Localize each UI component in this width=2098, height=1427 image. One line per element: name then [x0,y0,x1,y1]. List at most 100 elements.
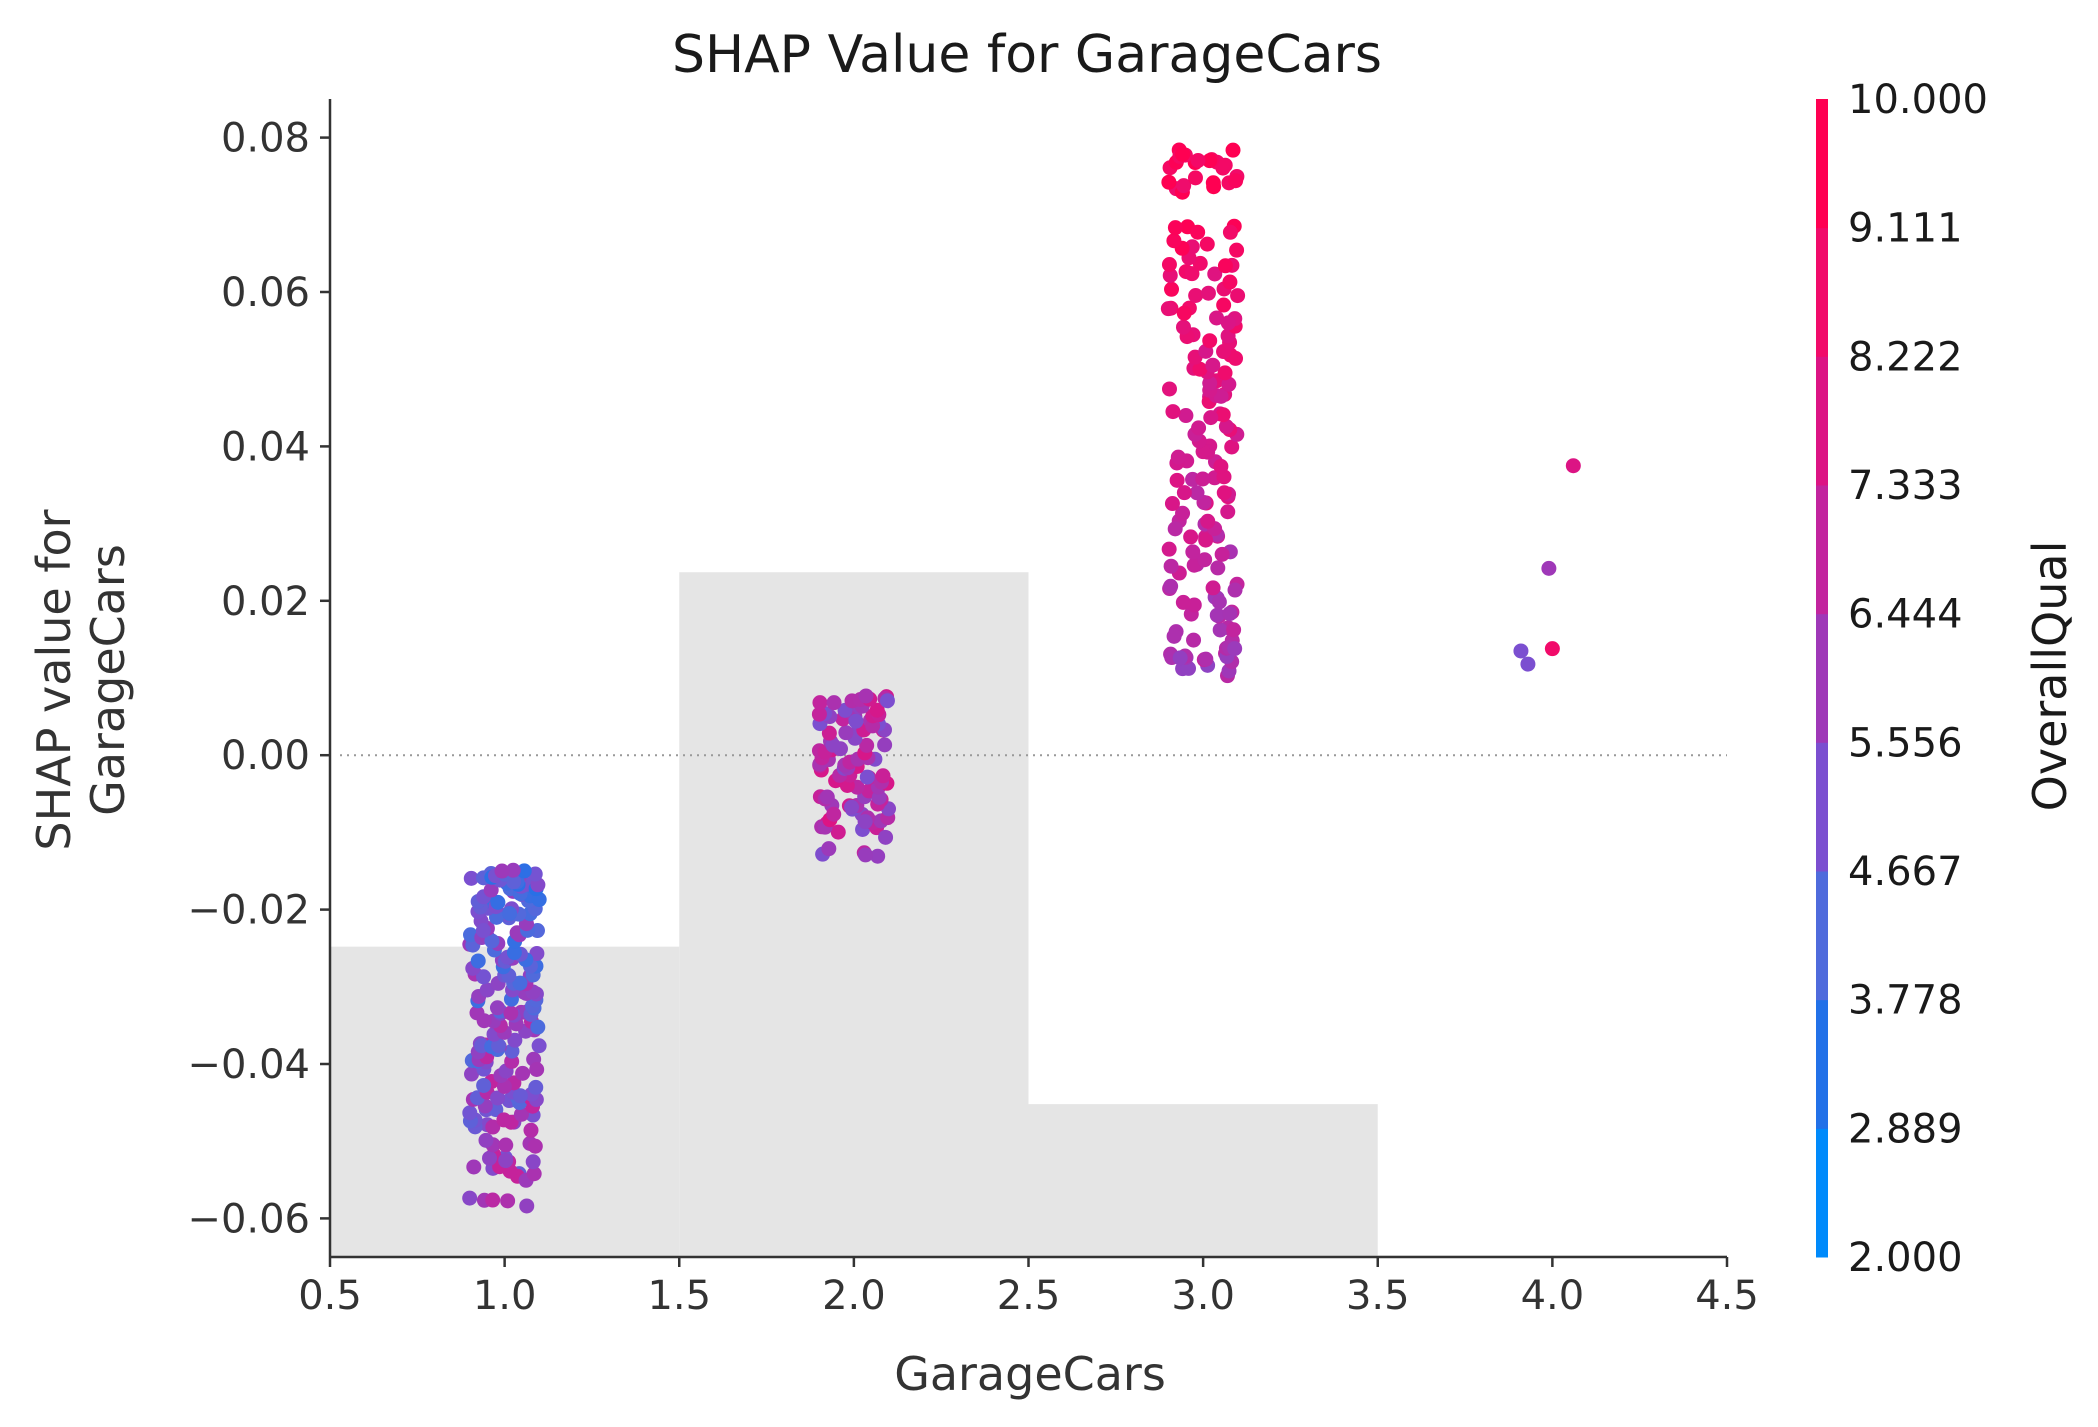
scatter-point [516,863,532,879]
scatter-point [1203,410,1219,426]
scatter-point [869,702,885,718]
scatter-point [1202,375,1218,391]
scatter-point [512,975,528,991]
scatter-point [503,1005,519,1021]
colorbar-segment [1816,613,1828,743]
scatter-point [523,1122,539,1138]
colorbar-segment [1816,742,1828,872]
scatter-point [527,1138,543,1154]
scatter-point [1221,376,1237,392]
scatter-point [1176,485,1192,501]
scatter-point [878,829,894,845]
scatter-point [1222,606,1238,622]
scatter-point [1217,258,1233,274]
scatter-point [1161,174,1177,190]
scatter-point [830,824,846,840]
scatter-point [489,1000,505,1016]
colorbar-segment [1816,99,1828,229]
scatter-point [1205,357,1221,373]
scatter-point [875,768,891,784]
histogram-bar-1 [679,572,1029,1257]
scatter-point [1199,236,1215,252]
scatter-point [1184,266,1200,282]
scatter-point [1212,622,1228,638]
scatter-point [528,1079,544,1095]
scatter-point [1160,301,1176,317]
scatter-point [1195,471,1211,487]
colorbar-gradient [1816,99,1828,1258]
scatter-point [515,1065,531,1081]
scatter-point [479,982,495,998]
y-tick-label: −0.02 [187,888,310,934]
scatter-point [1222,274,1238,290]
y-axis-label: SHAP value for GarageCars [27,509,135,850]
x-tick-label: 2.0 [822,1273,886,1319]
scatter-point [525,1154,541,1170]
colorbar-tick-label: 10.000 [1848,77,1988,123]
scatter-point [1163,578,1179,594]
scatter-point [1166,233,1182,249]
scatter-point [1189,485,1205,501]
scatter-point [857,847,873,863]
scatter-point [1202,153,1218,169]
scatter-point [475,923,491,939]
scatter-point [529,945,545,961]
scatter-point [519,1198,535,1214]
scatter-point [1200,285,1216,301]
scatter-point [462,1105,478,1121]
scatter-point [498,1137,514,1153]
scatter-point [1175,505,1191,521]
scatter-point [513,1106,529,1122]
scatter-point [1170,449,1186,465]
colorbar-segment [1816,1128,1828,1258]
y-axis-label-line-2: GarageCars [81,544,135,816]
scatter-point [1198,651,1214,667]
scatter-point [485,1192,501,1208]
scatter-point [1198,532,1214,548]
scatter-point [502,906,518,922]
scatter-point [1207,266,1223,282]
scatter-point [1202,333,1218,349]
scatter-point [1165,404,1181,420]
scatter-point [498,1153,514,1169]
colorbar-tick-label: 2.000 [1848,1235,1963,1281]
scatter-point [1220,504,1236,520]
scatter-point [1215,407,1231,423]
scatter-point [1227,641,1243,657]
scatter-point [1163,558,1179,574]
scatter-point [1217,157,1233,173]
scatter-point [1164,281,1180,297]
scatter-point [469,1005,485,1021]
scatter-point [1216,297,1232,313]
scatter-point [1161,381,1177,397]
scatter-point [1211,594,1227,610]
scatter-point [838,725,854,741]
colorbar-tick-label: 5.556 [1848,720,1963,766]
scatter-point [496,1112,512,1128]
y-axis-label-line-1: SHAP value for [27,509,81,850]
scatter-point [1544,641,1560,657]
scatter-point [1161,541,1177,557]
scatter-point [1520,656,1536,672]
scatter-point [1169,472,1185,488]
scatter-point [1205,175,1221,191]
scatter-point [858,688,874,704]
scatter-point [1186,632,1202,648]
scatter-point [478,1132,494,1148]
scatter-point [1191,420,1207,436]
scatter-point [857,814,873,830]
scatter-point [826,806,842,822]
scatter-point [526,1166,542,1182]
scatter-points [462,142,1581,1214]
scatter-point [483,882,499,898]
scatter-point [1197,552,1213,568]
colorbar-segment [1816,227,1828,357]
scatter-point [1178,408,1194,424]
scatter-point [1200,513,1216,529]
scatter-point [507,1032,523,1048]
scatter-point [1209,607,1225,623]
scatter-point [825,737,841,753]
y-tick-label: 0.00 [221,733,310,779]
x-ticks: 0.5 1.0 1.5 2.0 2.5 3.0 3.5 4.0 4.5 [298,1257,1759,1319]
